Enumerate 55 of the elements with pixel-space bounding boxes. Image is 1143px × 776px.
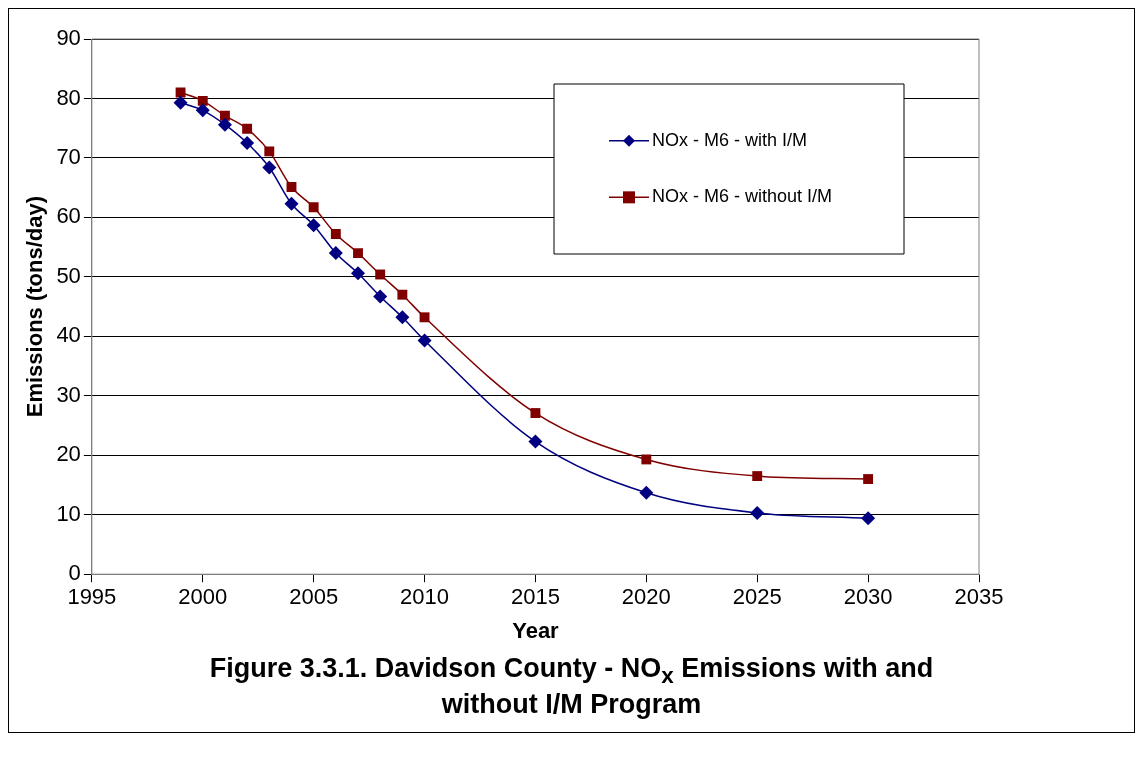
x-axis-title: Year — [512, 617, 560, 643]
point — [528, 434, 543, 449]
legend-label: NOx - M6 - without I/M — [652, 186, 833, 207]
point — [328, 246, 343, 261]
legend-label: NOx - M6 - with I/M — [652, 129, 808, 150]
point — [373, 289, 388, 304]
y-tick-label: 80 — [56, 84, 81, 110]
y-tick-label: 30 — [56, 381, 81, 407]
y-tick-label: 40 — [56, 322, 81, 348]
y-tick-label: 90 — [56, 25, 81, 51]
y-tick-label: 20 — [56, 441, 81, 467]
point — [351, 266, 366, 281]
point — [752, 471, 763, 482]
x-tick-label: 2020 — [621, 584, 671, 610]
y-tick-label: 50 — [56, 262, 81, 288]
x-tick-label: 2005 — [289, 584, 339, 610]
point — [353, 248, 363, 259]
point — [861, 511, 876, 526]
y-axis-title: Emissions (tons/day) — [22, 195, 48, 418]
x-tick-label: 2000 — [178, 584, 228, 610]
point — [397, 289, 408, 300]
x-tick-label: 2030 — [843, 584, 893, 610]
x-tick-label: 2010 — [400, 584, 450, 610]
point — [419, 312, 430, 323]
point — [308, 202, 319, 213]
y-tick-label: 60 — [56, 203, 81, 229]
x-tick-label: 2035 — [954, 584, 1004, 610]
point — [242, 123, 253, 134]
point — [641, 454, 652, 465]
text: Figure 3.3.1. Davidson County - NO$_{x}$ Emissions with and without I/M Program — [208, 652, 935, 722]
point — [530, 408, 541, 418]
point — [264, 146, 275, 157]
point — [750, 505, 765, 520]
x-tick-label: 1995 — [67, 584, 117, 610]
x-tick-label: 2015 — [510, 584, 560, 610]
point — [173, 95, 188, 110]
point — [197, 95, 208, 106]
y-tick-label: 10 — [56, 500, 81, 526]
point — [863, 474, 874, 484]
point — [240, 136, 255, 151]
point — [417, 333, 432, 348]
point — [375, 269, 386, 280]
point — [195, 103, 210, 118]
y-tick-label: 0 — [68, 560, 81, 586]
point — [306, 218, 321, 233]
point — [395, 310, 410, 325]
point — [217, 117, 232, 132]
point — [284, 196, 299, 211]
point — [175, 87, 186, 98]
x-tick-label: 2025 — [732, 584, 782, 610]
point — [286, 182, 297, 193]
y-tick-label: 70 — [56, 144, 81, 169]
point — [262, 160, 277, 175]
point — [639, 485, 654, 500]
point — [330, 229, 341, 239]
